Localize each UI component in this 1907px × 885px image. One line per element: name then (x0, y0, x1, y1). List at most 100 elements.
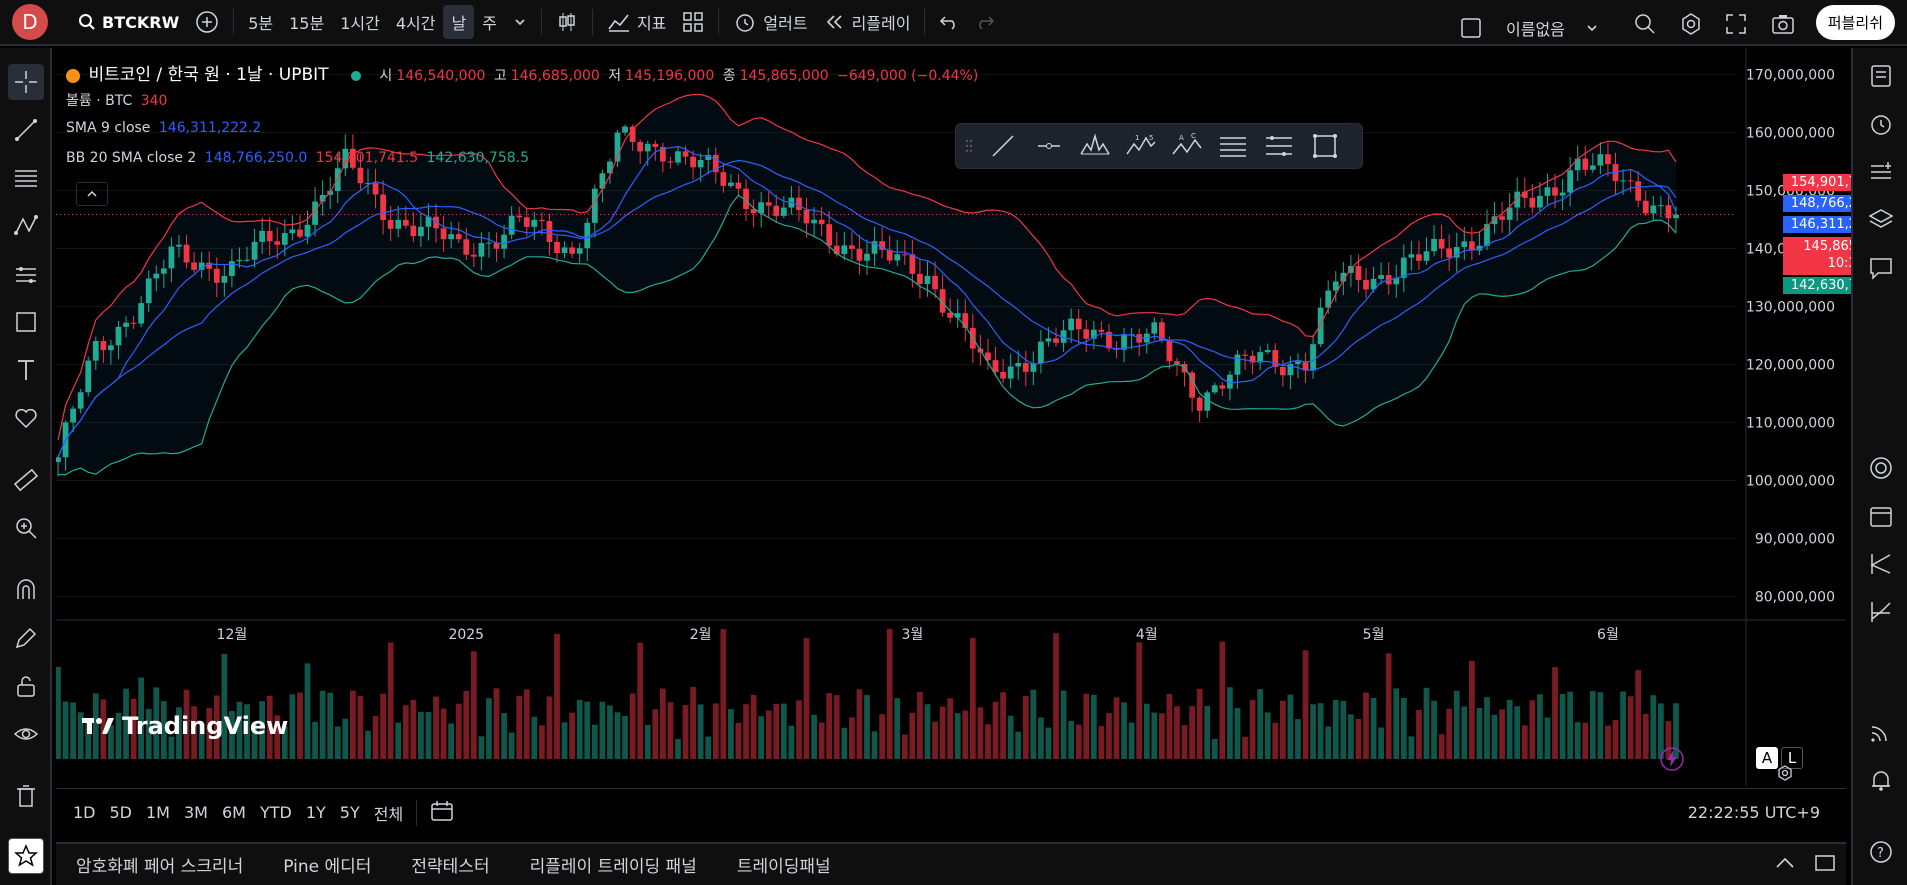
range-ytd[interactable]: YTD (259, 803, 292, 822)
tab-trading-panel[interactable]: 트레이딩패널 (736, 857, 831, 877)
auto-scale-button[interactable]: A (1756, 747, 1778, 769)
candle-body (213, 268, 220, 283)
icon-tool[interactable] (8, 400, 44, 436)
volume-bar (463, 690, 470, 759)
change-value: −649,000 (−0.44%) (837, 68, 979, 84)
compare-symbol-button[interactable] (187, 5, 227, 39)
goto-date-button[interactable] (423, 800, 461, 826)
rectangle-icon[interactable] (1306, 127, 1344, 165)
signals-button[interactable] (1863, 594, 1899, 630)
volume-bar (554, 633, 560, 759)
axis-settings-icon[interactable] (1776, 764, 1794, 786)
notifications-button[interactable] (1863, 762, 1899, 798)
chart-type-button[interactable] (548, 5, 586, 39)
range-1y[interactable]: 1Y (305, 803, 326, 822)
fib-extension-icon[interactable] (1260, 127, 1298, 165)
publish-button[interactable]: 퍼블리쉬 (1815, 5, 1895, 40)
quick-search-button[interactable] (1625, 7, 1665, 41)
volume-bar (198, 723, 205, 759)
remove-drawings-tool[interactable] (8, 778, 44, 814)
trendline-icon[interactable] (984, 127, 1022, 165)
timezone-clock[interactable]: 22:22:55 UTC+9 (1687, 803, 1820, 822)
bb-legend[interactable]: BB 20 SMA close 2 148,766,250.0 154,901,… (66, 150, 533, 166)
measure-tool[interactable] (8, 462, 44, 498)
volume-bar (644, 725, 651, 759)
undo-button[interactable] (931, 5, 967, 39)
calendar-button[interactable] (1863, 498, 1899, 534)
crosshair-tool[interactable] (8, 64, 44, 100)
chart-canvas[interactable]: 170,000,000160,000,000150,000,000140,000… (56, 48, 1846, 786)
interval-5m[interactable]: 5분 (248, 14, 274, 33)
redo-button[interactable] (967, 5, 1003, 39)
head-shoulders-icon[interactable] (1076, 127, 1114, 165)
expand-panel-button[interactable] (1774, 854, 1796, 876)
object-tree-button[interactable] (1863, 154, 1899, 190)
text-tool[interactable] (8, 352, 44, 388)
volume-legend[interactable]: 볼륨 · BTC 340 (66, 90, 171, 110)
interval-1h[interactable]: 1시간 (340, 14, 380, 33)
alerts-button[interactable] (1863, 106, 1899, 142)
interval-4h[interactable]: 4시간 (395, 14, 436, 33)
volume-bar (1642, 713, 1649, 759)
range-6m[interactable]: 6M (221, 803, 246, 822)
log-scale-button[interactable]: L (1781, 747, 1803, 769)
tab-pine-editor[interactable]: Pine 에디터 (283, 857, 372, 877)
range-1m[interactable]: 1M (146, 803, 170, 822)
interval-15m[interactable]: 15분 (289, 14, 325, 33)
replay-button[interactable]: 리플레이 (816, 5, 919, 39)
range-5d[interactable]: 5D (109, 803, 133, 822)
symbol-title[interactable]: 비트코인 / 한국 원 · 1날 · UPBIT (88, 65, 329, 85)
chats-button[interactable] (1863, 250, 1899, 286)
drag-handle-icon[interactable] (962, 127, 976, 165)
tab-replay-trading-panel[interactable]: 리플레이 트레이딩 패널 (529, 857, 697, 877)
range-all[interactable]: 전체 (373, 804, 404, 824)
sma-legend[interactable]: SMA 9 close 146,311,222.2 (66, 120, 265, 136)
range-1d[interactable]: 1D (73, 803, 96, 822)
visibility-tool[interactable] (8, 716, 44, 752)
tab-strategy-tester[interactable]: 전략테스터 (411, 857, 490, 877)
layout-menu[interactable]: 이름없음 (1452, 11, 1607, 45)
favorites-tool[interactable] (8, 838, 44, 874)
candle-body (539, 219, 545, 222)
chart-pane[interactable]: 170,000,000160,000,000150,000,000140,000… (56, 48, 1893, 786)
news-button[interactable] (1863, 546, 1899, 582)
maximize-panel-button[interactable] (1814, 853, 1836, 877)
magnet-tool[interactable] (8, 572, 44, 608)
interval-1d[interactable]: 날 (443, 5, 475, 39)
watchlist-button[interactable] (1863, 58, 1899, 94)
symbol-search-button[interactable]: BTCKRW (70, 5, 187, 39)
ideas-button[interactable] (1863, 450, 1899, 486)
tab-crypto-screener[interactable]: 암호화폐 페어 스크리너 (76, 857, 244, 877)
screenshot-button[interactable] (1763, 7, 1803, 41)
trendline-tool[interactable] (8, 112, 44, 148)
streams-button[interactable] (1863, 714, 1899, 750)
help-button[interactable]: ? (1863, 834, 1899, 870)
fib-tool[interactable] (8, 160, 44, 196)
fib-retracement-icon[interactable] (1214, 127, 1252, 165)
drawing-mode-tool[interactable] (8, 620, 44, 656)
interval-dropdown[interactable] (505, 5, 535, 39)
range-5y[interactable]: 5Y (339, 803, 360, 822)
interval-1w[interactable]: 주 (482, 14, 497, 33)
pattern-tool[interactable] (8, 208, 44, 244)
fullscreen-button[interactable] (1717, 7, 1755, 41)
indicators-button[interactable]: 지표 (599, 5, 674, 39)
zoom-tool[interactable] (8, 510, 44, 546)
alert-button[interactable]: 얼러트 (725, 5, 815, 39)
svg-text:5: 5 (1149, 134, 1153, 142)
candle-body (1045, 338, 1052, 342)
prediction-tool[interactable] (8, 256, 44, 292)
range-3m[interactable]: 3M (183, 803, 208, 822)
layouts-button[interactable] (674, 5, 712, 39)
collapse-legend-button[interactable] (76, 182, 108, 206)
horizontal-ray-icon[interactable] (1030, 127, 1068, 165)
lightning-icon[interactable] (1659, 746, 1685, 776)
layers-button[interactable] (1863, 202, 1899, 238)
shape-tool[interactable] (8, 304, 44, 340)
user-avatar[interactable]: D (12, 4, 48, 40)
tradingview-logo[interactable]: TradingView (82, 712, 288, 740)
settings-button[interactable] (1671, 7, 1711, 41)
lock-tool[interactable] (8, 668, 44, 704)
